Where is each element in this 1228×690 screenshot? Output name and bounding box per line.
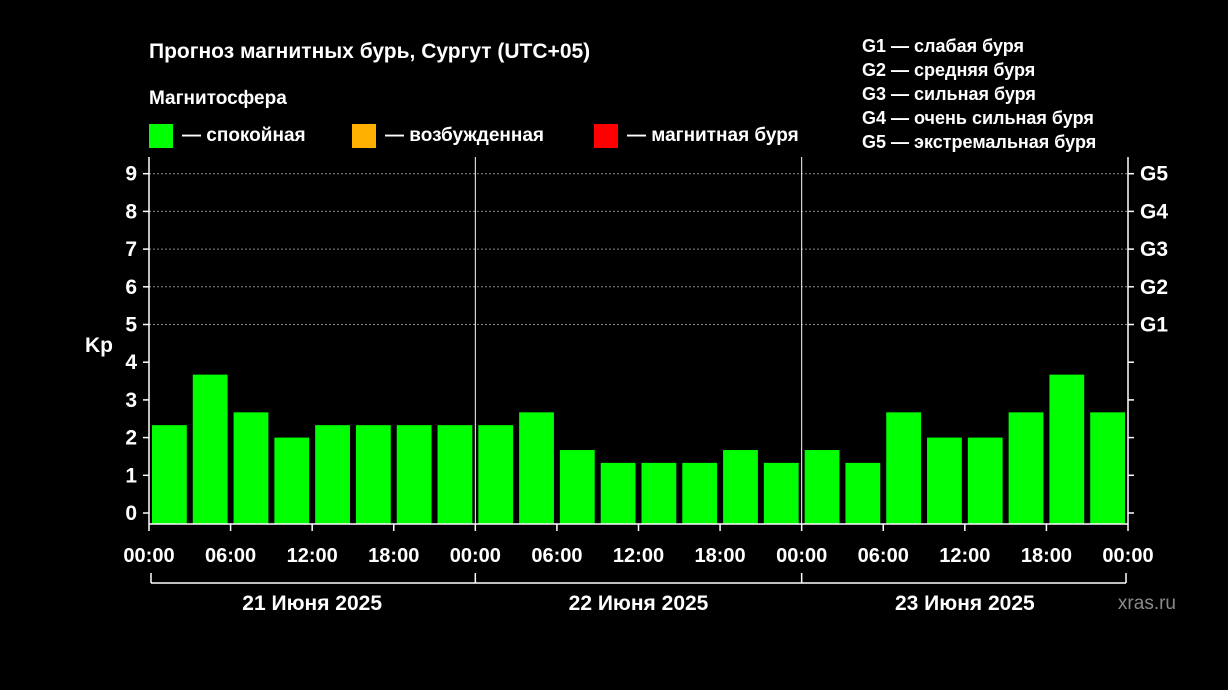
watermark: xras.ru	[1118, 593, 1176, 614]
kp-bar	[1049, 374, 1085, 524]
kp-bar	[600, 462, 636, 524]
kp-bar	[559, 450, 595, 524]
storm-level-legend-g1: G1 — слабая буря	[862, 36, 1025, 56]
x-tick-label: 18:00	[368, 545, 419, 567]
legend-swatch-calm	[149, 124, 173, 148]
legend-swatch-excited	[352, 124, 376, 148]
x-tick-label: 18:00	[1021, 545, 1072, 567]
kp-bar	[682, 462, 718, 524]
kp-bar	[804, 450, 840, 524]
legend-label-excited: — возбужденная	[385, 125, 545, 146]
kp-bar	[192, 374, 228, 524]
x-tick-label: 06:00	[858, 545, 909, 567]
legend-label-storm: — магнитная буря	[627, 125, 799, 146]
kp-bar	[886, 412, 922, 524]
legend-item-excited: — возбужденная	[352, 124, 544, 148]
kp-bar	[1008, 412, 1044, 524]
storm-level-label-g4: G4	[1140, 200, 1168, 223]
x-tick-label: 00:00	[1102, 545, 1153, 567]
y-tick-label: 2	[125, 427, 137, 450]
legend-item-storm: — магнитная буря	[594, 124, 799, 148]
kp-bar	[152, 425, 187, 524]
storm-level-label-g5: G5	[1140, 163, 1168, 186]
kp-bar	[1090, 412, 1125, 524]
kp-bar	[274, 437, 310, 524]
day-label: 22 Июня 2025	[569, 592, 709, 615]
kp-bar	[315, 425, 350, 524]
y-axis-title: Kp	[85, 334, 113, 357]
y-tick-label: 5	[125, 314, 137, 337]
storm-level-label-g2: G2	[1140, 276, 1168, 299]
y-tick-label: 0	[125, 502, 137, 525]
kp-bar	[927, 437, 962, 524]
kp-bar	[763, 462, 799, 524]
kp-bar	[723, 450, 758, 524]
y-tick-label: 1	[125, 464, 137, 487]
y-tick-label: 8	[125, 200, 137, 223]
x-tick-label: 06:00	[531, 545, 582, 567]
kp-bar	[437, 425, 473, 524]
y-tick-label: 7	[125, 238, 137, 261]
day-label: 21 Июня 2025	[242, 592, 382, 615]
storm-level-legend: G1 — слабая буря G2 — средняя буря G3 — …	[862, 34, 1096, 154]
legend-label-calm: — спокойная	[182, 125, 306, 146]
day-label: 23 Июня 2025	[895, 592, 1035, 615]
y-tick-label: 6	[125, 276, 137, 299]
x-tick-label: 00:00	[123, 545, 174, 567]
x-tick-label: 12:00	[287, 545, 338, 567]
storm-level-label-g1: G1	[1140, 314, 1168, 337]
y-tick-label: 9	[125, 163, 137, 186]
storm-level-label-g3: G3	[1140, 238, 1168, 261]
storm-level-legend-g5: G5 — экстремальная буря	[862, 132, 1097, 152]
x-tick-label: 00:00	[776, 545, 827, 567]
y-tick-label: 4	[125, 351, 137, 374]
kp-bar	[478, 425, 514, 524]
x-tick-label: 18:00	[695, 545, 746, 567]
kp-bar	[355, 425, 391, 524]
y-tick-label: 3	[125, 389, 137, 412]
kp-bar	[967, 437, 1003, 524]
kp-bar	[233, 412, 269, 524]
legend-item-calm: — спокойная	[149, 124, 306, 148]
x-tick-label: 00:00	[450, 545, 501, 567]
legend-swatch-storm	[594, 124, 618, 148]
x-tick-label: 12:00	[613, 545, 664, 567]
x-tick-label: 12:00	[939, 545, 990, 567]
chart-title: Прогноз магнитных бурь, Сургут (UTC+05)	[149, 40, 591, 63]
x-tick-label: 06:00	[205, 545, 256, 567]
kp-bar	[641, 462, 677, 524]
chart-subtitle: Магнитосфера	[149, 88, 287, 109]
storm-level-legend-g2: G2 — средняя буря	[862, 60, 1036, 80]
kp-bar	[519, 412, 554, 524]
kp-bar	[845, 462, 881, 524]
kp-bar	[396, 425, 432, 524]
storm-level-legend-g3: G3 — сильная буря	[862, 84, 1036, 104]
storm-level-legend-g4: G4 — очень сильная буря	[862, 108, 1094, 128]
